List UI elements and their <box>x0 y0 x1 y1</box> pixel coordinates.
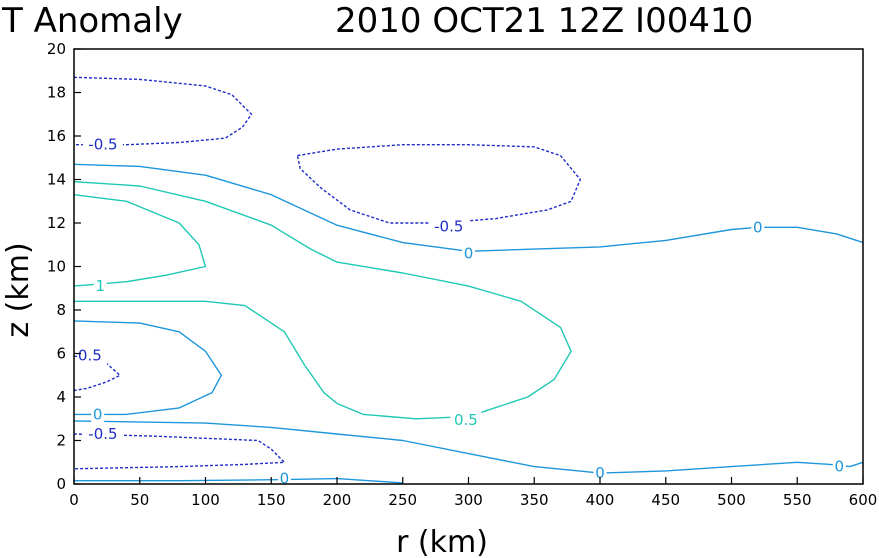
contour-label: 0 <box>595 464 605 482</box>
contour-label: -0.5 <box>434 217 463 235</box>
contour-line <box>73 76 253 146</box>
contour-label: -0.5 <box>73 347 102 365</box>
x-tick-label: 350 <box>520 491 549 509</box>
y-tick-label: 4 <box>56 388 66 406</box>
x-tick-label: 300 <box>454 491 483 509</box>
contour-line <box>73 181 572 420</box>
x-tick-label: 100 <box>191 491 220 509</box>
y-tick-label: 8 <box>56 301 66 319</box>
x-tick-label: 0 <box>69 491 79 509</box>
x-tick-label: 500 <box>717 491 746 509</box>
contour-label-bg <box>82 424 123 443</box>
contour-label-bg <box>593 464 607 483</box>
contour-label-bg <box>832 457 846 476</box>
contour-zero-bottom: 0 <box>74 469 403 488</box>
contour-label: 0 <box>753 218 763 236</box>
x-tick-label: 550 <box>783 491 812 509</box>
contour-label-bg <box>91 405 105 424</box>
y-tick-label: 0 <box>56 475 66 493</box>
x-tick-label: 600 <box>849 491 878 509</box>
contour-label-bg <box>93 277 107 296</box>
contour-line <box>73 433 286 470</box>
chart-subtitle: 2010 OCT21 12Z I00410 <box>335 1 753 41</box>
y-axis-label: z (km) <box>1 242 36 337</box>
contour-neg-upper-right: -0.5 <box>296 143 581 236</box>
contour-line <box>73 420 864 474</box>
contour-neg-mid: -0.5 <box>67 346 121 392</box>
contour-line <box>296 143 581 224</box>
contour-label-bg <box>450 410 482 429</box>
y-tick-label: 6 <box>56 345 66 363</box>
contour-label: 0 <box>835 458 845 476</box>
contour-one-upper: 1 <box>73 194 207 296</box>
contour-line <box>74 477 403 484</box>
x-tick-label: 400 <box>586 491 615 509</box>
contour-label: 1 <box>96 277 106 295</box>
contour-label-bg <box>428 217 469 236</box>
contour-label-bg <box>82 135 123 154</box>
contour-label-bg <box>277 469 291 488</box>
contour-label: -0.5 <box>88 136 117 154</box>
chart-title: T Anomaly <box>1 1 183 41</box>
x-tick-label: 200 <box>323 491 352 509</box>
x-tick-label: 450 <box>651 491 680 509</box>
x-tick-label: 50 <box>130 491 149 509</box>
y-tick-label: 14 <box>47 171 66 189</box>
contour-line <box>73 194 207 287</box>
contour-line <box>73 320 223 416</box>
contour-half-upper: 0.5 <box>73 181 572 429</box>
contour-label: 0 <box>464 244 474 262</box>
x-tick-label: 150 <box>257 491 286 509</box>
x-axis-label: r (km) <box>396 525 488 558</box>
contour-label-bg <box>751 218 765 237</box>
contour-label: 0 <box>93 405 103 423</box>
y-tick-label: 2 <box>56 432 66 450</box>
contour-label: 0 <box>280 470 290 488</box>
contour-neg-upper-left: -0.5 <box>73 76 253 154</box>
y-tick-label: 16 <box>47 127 66 145</box>
ticks-layer: 0 50 100 150 200 250 300 350 400 450 500 550 6000246… <box>47 40 877 509</box>
contour-zero-mid: 0 <box>73 320 223 424</box>
y-tick-label: 18 <box>47 84 66 102</box>
y-tick-label: 10 <box>47 258 66 276</box>
contour-label: -0.5 <box>88 425 117 443</box>
y-tick-label: 20 <box>47 40 66 58</box>
contour-line <box>73 163 864 253</box>
y-tick-label: 12 <box>47 214 66 232</box>
contour-zero-upper: 00 <box>73 163 864 263</box>
contour-line <box>73 348 121 392</box>
contour-label-bg <box>462 244 475 263</box>
contour-neg-bottom: -0.5 <box>73 424 286 470</box>
x-tick-label: 250 <box>388 491 417 509</box>
contour-label-bg <box>67 346 108 365</box>
contour-label: 0.5 <box>454 411 478 429</box>
